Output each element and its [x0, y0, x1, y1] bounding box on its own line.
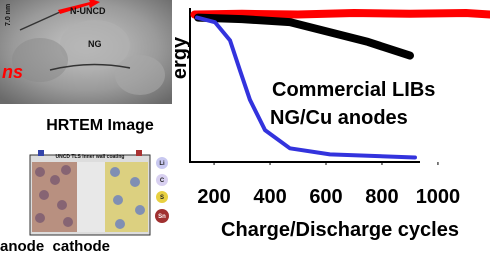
legend-label: S	[160, 195, 164, 201]
battery-diagram	[30, 150, 169, 235]
annotation: NG/Cu anodes	[270, 107, 408, 129]
diagram-title: UNCD TLS inner wall coating	[56, 154, 125, 160]
annotation: Commercial LIBs	[272, 79, 435, 101]
x-tick-label: 600	[309, 186, 342, 208]
image-caption: HRTEM Image	[46, 117, 154, 134]
image-label: NG	[88, 39, 102, 49]
x-tick-label: 400	[253, 186, 286, 208]
diagram-caption: anode cathode	[0, 238, 110, 255]
x-axis-label: Charge/Discharge cycles	[221, 219, 459, 241]
legend-label: C	[160, 178, 165, 184]
image-label: 7.0 nm	[5, 4, 12, 26]
x-tick-label: 1000	[416, 186, 461, 208]
x-tick-label: 800	[365, 186, 398, 208]
slide: N-UNCD NG 7.0 nm ns HRTEM Image UNCD TLS…	[0, 0, 490, 256]
series-line	[198, 18, 410, 56]
legend-label: Sn	[158, 214, 166, 220]
image-label: N-UNCD	[70, 6, 106, 16]
legend-label: Li	[159, 161, 165, 167]
series-line	[194, 13, 490, 15]
y-axis-label: ergy	[169, 36, 191, 79]
x-tick-label: 200	[197, 186, 230, 208]
side-text: ns	[2, 62, 23, 82]
